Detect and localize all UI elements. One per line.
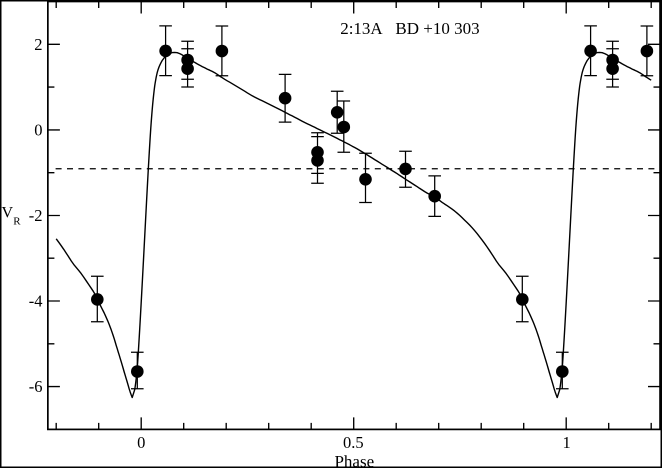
svg-text:-6: -6 [29, 377, 43, 396]
svg-text:2:13A: 2:13A [340, 19, 383, 38]
svg-text:Phase: Phase [334, 452, 374, 468]
svg-text:0.5: 0.5 [343, 433, 364, 452]
svg-text:0: 0 [137, 433, 145, 452]
svg-text:1: 1 [562, 433, 570, 452]
svg-text:R: R [13, 216, 21, 228]
svg-text:0: 0 [34, 121, 42, 140]
svg-text:-4: -4 [29, 292, 43, 311]
svg-text:BD +10 303: BD +10 303 [395, 19, 479, 38]
svg-text:-2: -2 [29, 206, 43, 225]
svg-text:2: 2 [34, 35, 42, 54]
svg-text:V: V [2, 204, 14, 221]
